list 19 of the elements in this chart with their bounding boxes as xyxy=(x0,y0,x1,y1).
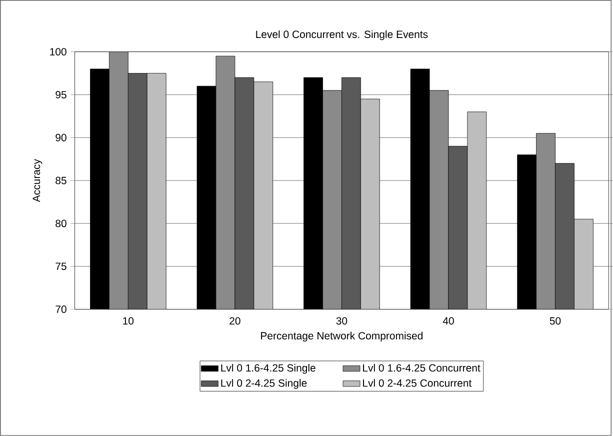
y-tick-label: 95 xyxy=(56,91,66,98)
x-tick-label: 10 xyxy=(123,317,134,325)
y-tick-label: 70 xyxy=(56,306,66,314)
x-axis-title: Percentage Network Compromised xyxy=(261,332,423,342)
chart-title: Level 0 Concurrent vs. Single Events xyxy=(256,30,428,40)
legend-label: Lvl 0 2-4.25 Concurrent xyxy=(363,379,472,387)
x-tick-label: 20 xyxy=(230,317,240,325)
legend-label: Lvl 0 1.6-4.25 Single xyxy=(221,364,316,374)
x-tick-label: 50 xyxy=(550,317,561,325)
y-tick-label: 85 xyxy=(56,176,66,184)
x-tick-label: 30 xyxy=(336,317,348,325)
legend-label: Lvl 0 2-4.25 Single xyxy=(221,379,307,389)
y-tick-label: 75 xyxy=(56,262,66,270)
y-tick-label: 90 xyxy=(56,134,66,142)
y-tick-label: 80 xyxy=(56,220,66,228)
y-tick-label: 100 xyxy=(50,48,66,56)
legend-label: Lvl 0 1.6-4.25 Concurrent xyxy=(363,364,480,372)
x-tick-label: 40 xyxy=(442,317,454,325)
y-axis-title: Accuracy xyxy=(32,159,42,202)
